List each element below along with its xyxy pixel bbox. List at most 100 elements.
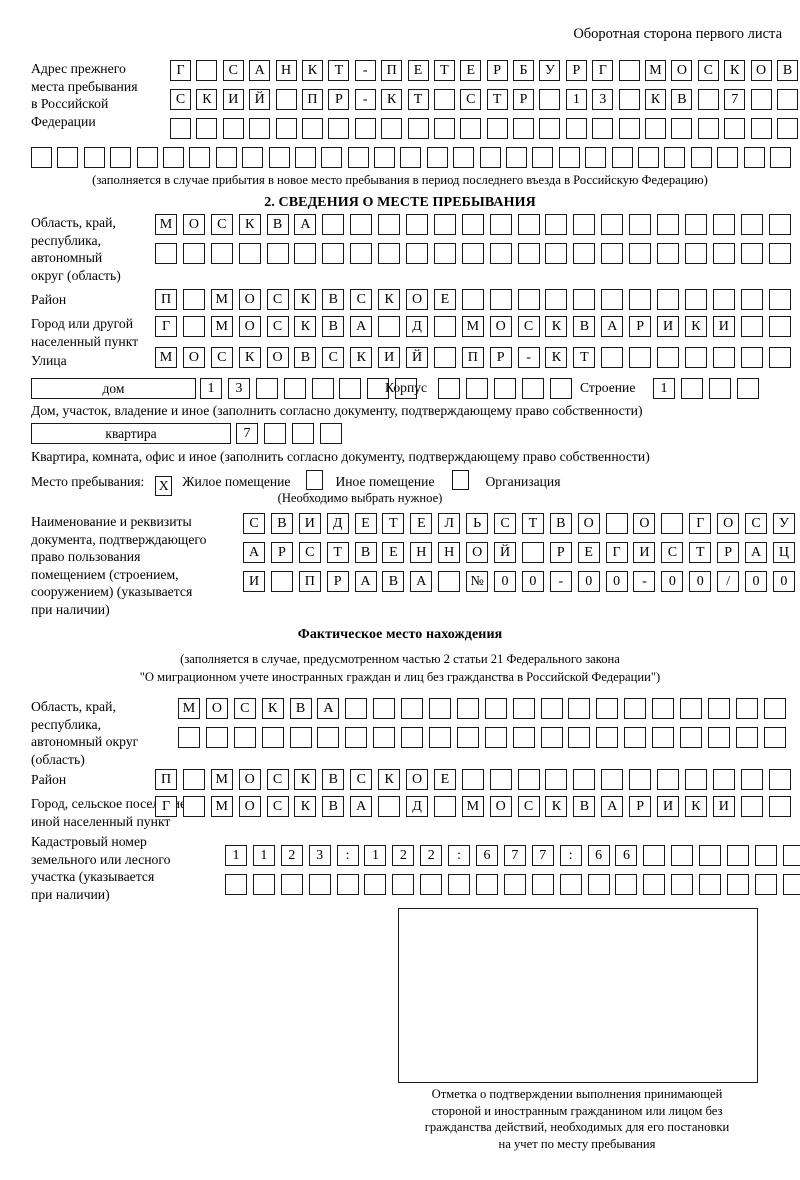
char-cell[interactable] [280, 874, 303, 895]
char-cell[interactable]: А [601, 796, 624, 817]
char-cell[interactable]: 0 [689, 571, 712, 592]
char-cell[interactable]: М [461, 316, 484, 337]
char-cell[interactable]: 1 [200, 378, 222, 399]
char-cell[interactable]: О [489, 796, 512, 817]
char-cell[interactable]: В [776, 60, 798, 81]
char-cell[interactable]: У [539, 60, 561, 81]
char-cell[interactable]: В [354, 542, 377, 563]
char-cell[interactable]: А [410, 571, 433, 592]
char-cell[interactable]: О [182, 214, 205, 235]
char-cell[interactable]: И [633, 542, 656, 563]
char-cell[interactable] [225, 874, 247, 895]
char-cell[interactable] [420, 874, 443, 895]
char-cell[interactable]: Г [155, 796, 177, 817]
char-cell[interactable] [699, 845, 722, 866]
char-cell[interactable]: 0 [661, 571, 684, 592]
char-cell[interactable] [601, 289, 624, 310]
char-cell[interactable]: С [322, 347, 345, 368]
char-cell[interactable]: И [712, 316, 735, 337]
char-cell[interactable] [489, 243, 512, 264]
char-cell[interactable] [205, 727, 228, 748]
char-cell[interactable] [381, 118, 403, 139]
char-cell[interactable]: А [745, 542, 768, 563]
char-cell[interactable] [521, 378, 544, 399]
char-cell[interactable] [517, 289, 540, 310]
char-cell[interactable] [479, 147, 501, 168]
char-cell[interactable]: Н [438, 542, 461, 563]
char-cell[interactable]: 7 [531, 845, 554, 866]
char-cell[interactable] [275, 118, 297, 139]
char-cell[interactable]: К [378, 289, 401, 310]
char-cell[interactable] [255, 378, 278, 399]
char-cell[interactable] [652, 727, 675, 748]
char-cell[interactable] [339, 378, 362, 399]
char-cell[interactable] [433, 243, 456, 264]
char-cell[interactable]: С [494, 513, 517, 534]
char-cell[interactable]: К [261, 698, 284, 719]
char-cell[interactable] [712, 769, 735, 790]
char-cell[interactable] [31, 147, 52, 168]
char-cell[interactable] [763, 727, 786, 748]
char-cell[interactable] [671, 118, 693, 139]
char-cell[interactable] [322, 243, 345, 264]
char-cell[interactable]: С [697, 60, 719, 81]
char-cell[interactable] [740, 796, 763, 817]
char-cell[interactable] [266, 243, 289, 264]
char-cell[interactable] [657, 289, 680, 310]
char-cell[interactable] [573, 243, 596, 264]
char-cell[interactable] [735, 698, 758, 719]
char-cell[interactable]: Т [382, 513, 405, 534]
char-cell[interactable]: Е [433, 289, 456, 310]
char-cell[interactable] [512, 727, 535, 748]
char-cell[interactable]: В [671, 89, 693, 110]
char-cell[interactable]: 6 [615, 845, 638, 866]
flat-number-row[interactable]: 7 [236, 423, 348, 444]
char-cell[interactable] [170, 118, 191, 139]
char-cell[interactable] [671, 845, 694, 866]
checkbox-inoe[interactable] [306, 470, 324, 490]
char-cell[interactable] [182, 316, 205, 337]
char-cell[interactable] [249, 118, 271, 139]
char-cell[interactable] [657, 347, 680, 368]
char-cell[interactable] [83, 147, 105, 168]
char-cell[interactable]: В [573, 796, 596, 817]
char-cell[interactable] [712, 243, 735, 264]
char-cell[interactable]: С [210, 347, 233, 368]
char-cell[interactable] [465, 378, 488, 399]
char-cell[interactable] [373, 727, 396, 748]
char-cell[interactable]: : [336, 845, 359, 866]
char-cell[interactable]: К [294, 769, 317, 790]
char-cell[interactable] [456, 698, 479, 719]
char-cell[interactable]: А [249, 60, 271, 81]
char-cell[interactable] [661, 513, 684, 534]
char-cell[interactable]: Г [689, 513, 712, 534]
char-cell[interactable]: : [448, 845, 471, 866]
char-cell[interactable] [592, 118, 614, 139]
char-cell[interactable] [637, 147, 659, 168]
char-cell[interactable] [461, 243, 484, 264]
char-cell[interactable] [645, 118, 667, 139]
char-cell[interactable] [740, 289, 763, 310]
prev-address-row-3[interactable] [170, 118, 800, 139]
char-cell[interactable]: Р [486, 60, 508, 81]
char-cell[interactable]: Г [605, 542, 628, 563]
char-cell[interactable]: И [222, 89, 244, 110]
char-cell[interactable] [178, 727, 200, 748]
char-cell[interactable]: О [466, 542, 489, 563]
char-cell[interactable] [433, 347, 456, 368]
char-cell[interactable] [601, 243, 624, 264]
char-cell[interactable]: И [243, 571, 265, 592]
char-cell[interactable] [400, 147, 422, 168]
char-cell[interactable] [182, 243, 205, 264]
char-cell[interactable] [182, 796, 205, 817]
char-cell[interactable] [776, 118, 798, 139]
char-cell[interactable]: К [294, 316, 317, 337]
char-cell[interactable] [407, 118, 429, 139]
char-cell[interactable] [750, 118, 772, 139]
char-cell[interactable] [697, 89, 719, 110]
char-cell[interactable]: В [289, 698, 312, 719]
char-cell[interactable]: К [350, 347, 373, 368]
char-cell[interactable] [699, 874, 722, 895]
char-cell[interactable] [643, 874, 666, 895]
